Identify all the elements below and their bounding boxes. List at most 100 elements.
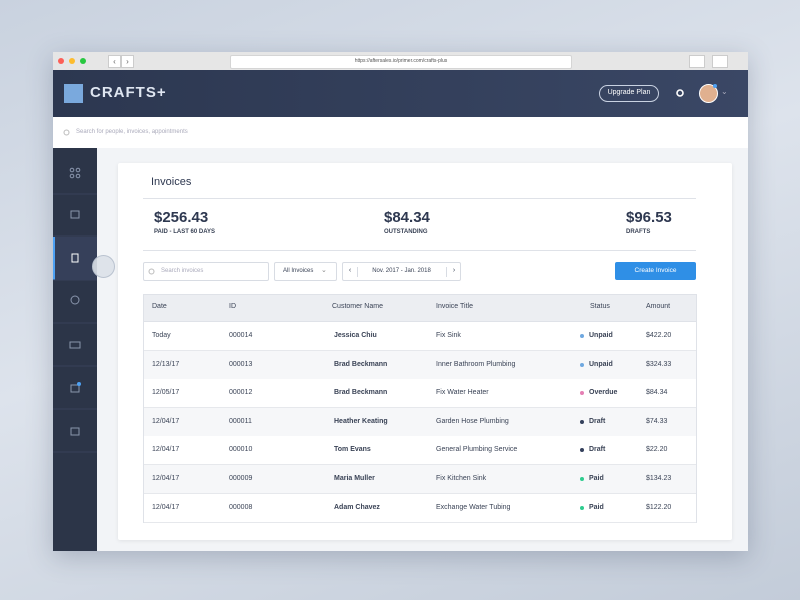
cell-status: Paid [589,475,604,482]
column-header[interactable]: Customer Name [332,303,383,310]
status-dot [580,362,584,367]
zoom-dot[interactable] [80,58,86,64]
stat-label: OUTSTANDING [384,229,428,235]
url-text: https://aftersales.io/primer.com/crafts-… [354,58,448,64]
column-header[interactable]: Amount [646,303,671,310]
title-bar: ‹ › https://aftersales.io/primer.com/cra… [53,52,748,71]
avatar[interactable] [699,84,718,103]
cell-date: 12/04/17 [152,475,180,482]
browser-window: ‹ › https://aftersales.io/primer.com/cra… [53,52,748,551]
cell-customer: Maria Muller [334,475,375,482]
sidebar [53,148,97,551]
table-row[interactable]: 12/04/17 000011 Heather Keating Garden Hose… [144,407,696,437]
date-next[interactable]: › [446,267,461,277]
upgrade-label: Upgrade Plan [607,89,651,96]
cell-date: 12/05/17 [152,389,180,397]
table-row[interactable]: 12/04/17 000009 Maria Muller Fix Kitchen Si… [144,465,696,494]
global-search[interactable]: Search for people, invoices, appointment… [53,117,748,148]
cell-customer: Brad Beckmann [334,389,388,397]
cell-amount: $74.33 [646,417,668,425]
stat-label: PAID - LAST 60 DAYS [154,229,216,235]
share-button[interactable] [689,55,705,68]
invoice-search-placeholder: Search invoices [161,268,204,274]
minimize-dot[interactable] [69,58,75,64]
table-row[interactable]: 12/05/17 000012 Brad Beckmann Fix Water Hea… [144,379,696,409]
nav-jobs[interactable] [70,427,80,436]
cell-status: Unpaid [589,332,613,339]
back-button[interactable]: ‹ [108,55,121,68]
stat-value: $84.34 [384,209,430,226]
settings-icon[interactable] [675,88,685,98]
page-title: Invoices [151,176,192,188]
table-row[interactable]: 12/04/17 000008 Adam Chavez Exchange Water … [144,493,696,523]
status-dot [580,505,584,510]
invoices-card: Invoices Search invoices All Invoices ⌄ … [118,163,732,540]
cell-status: Paid [589,503,604,511]
cell-customer: Brad Beckmann [334,360,388,368]
cell-id: 000014 [229,332,253,339]
invoice-search[interactable]: Search invoices [143,262,269,281]
cell-id: 000009 [229,475,253,482]
logo-text[interactable]: CRAFTS+ [90,84,167,101]
nav-calendar[interactable] [70,210,80,219]
nav-messages[interactable] [70,384,80,393]
cell-status: Draft [589,417,606,425]
status-dot [580,391,584,396]
table-row[interactable]: Today 000014 Jessica Chiu Fix Sink Unpaid $42… [144,322,696,351]
cursor-ring [92,255,115,278]
nav-payments[interactable] [69,341,81,349]
table-row[interactable]: 12/13/17 000013 Brad Beckmann Inner Bathroo… [144,350,696,380]
cell-title: General Plumbing Service [436,446,518,454]
cell-date: Today [152,332,171,339]
cell-id: 000012 [229,389,253,397]
search-icon [63,129,70,136]
logo-mark [64,84,83,103]
column-header[interactable]: ID [229,303,236,310]
cell-customer: Jessica Chiu [334,332,377,339]
date-range-label: Nov. 2017 - Jan. 2018 [372,268,431,274]
create-invoice-button[interactable]: Create Invoice [615,262,696,280]
status-dot [580,477,584,481]
url-bar[interactable]: https://aftersales.io/primer.com/crafts-… [230,55,572,69]
cell-id: 000010 [229,446,253,454]
column-header[interactable]: Invoice Title [436,303,473,310]
upgrade-button[interactable]: Upgrade Plan [599,85,659,102]
divider [143,198,696,199]
status-dot [580,334,584,338]
column-header[interactable]: Status [590,303,610,310]
invoice-table: Date ID Customer Name Invoice Title Status Am… [143,294,697,523]
close-dot[interactable] [58,58,64,64]
nav-customers[interactable] [70,295,80,305]
table-header: Date ID Customer Name Invoice Title Status Am… [144,295,696,322]
table-row[interactable]: 12/04/17 000010 Tom Evans General Plumbing … [144,436,696,466]
cell-title: Fix Kitchen Sink [436,475,487,482]
cell-date: 12/13/17 [152,360,180,368]
cell-amount: $134.23 [646,475,672,482]
column-header[interactable]: Date [152,303,167,310]
cell-date: 12/04/17 [152,503,180,511]
nav-invoices[interactable] [71,253,79,263]
create-invoice-label: Create Invoice [634,267,677,274]
dropdown-label: All Invoices [283,268,314,274]
cell-customer: Adam Chavez [334,503,380,511]
date-prev[interactable]: ‹ [343,267,358,277]
sidebar-icons [53,167,97,453]
cell-id: 000008 [229,503,253,511]
nav-dashboard[interactable] [69,167,81,179]
search-icon [148,268,155,275]
cell-amount: $324.33 [646,360,672,368]
cell-id: 000013 [229,360,253,368]
status-dot [580,448,584,453]
tabs-button[interactable] [712,55,728,68]
cell-title: Fix Sink [436,332,461,339]
cell-date: 12/04/17 [152,417,180,425]
cell-status: Draft [589,446,606,454]
avatar-caret[interactable]: ⌄ [721,87,728,96]
forward-button[interactable]: › [121,55,134,68]
divider [143,250,696,251]
date-range[interactable]: ‹ Nov. 2017 - Jan. 2018 › [342,262,461,281]
cell-title: Inner Bathroom Plumbing [436,360,516,368]
status-dropdown[interactable]: All Invoices ⌄ [274,262,337,281]
cell-amount: $84.34 [646,389,668,397]
stat-value: $96.53 [626,209,672,226]
